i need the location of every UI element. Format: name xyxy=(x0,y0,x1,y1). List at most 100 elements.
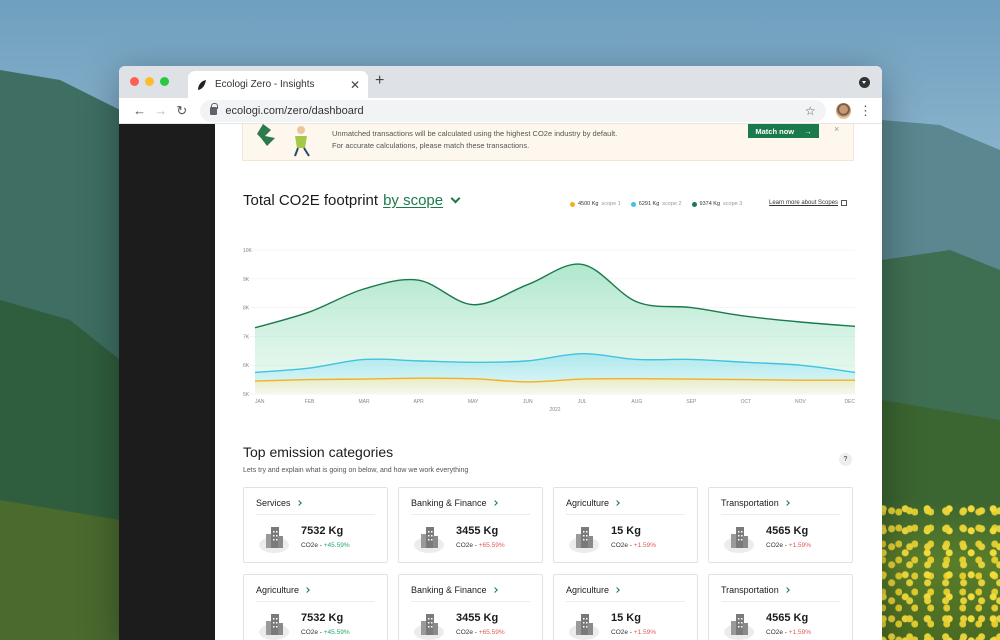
card-category-name: Services xyxy=(256,498,291,508)
ecologi-favicon-icon xyxy=(198,79,206,90)
card-title: Agriculture xyxy=(256,585,310,595)
card-meta: CO2e - +1.59% xyxy=(611,629,656,636)
card-value: 15 Kg xyxy=(611,612,641,624)
emission-cards-grid: Services 7532 Kg CO2e - +45.59% Banking … xyxy=(243,487,855,640)
card-meta: CO2e - +1.59% xyxy=(611,542,656,549)
back-button[interactable]: ← xyxy=(133,103,147,118)
co2e-label: CO2e xyxy=(766,542,783,549)
profile-avatar[interactable] xyxy=(835,102,852,119)
card-value: 7532 Kg xyxy=(301,612,344,624)
card-divider xyxy=(411,514,530,515)
card-value: 7532 Kg xyxy=(301,525,344,537)
co2e-label: CO2e xyxy=(301,542,318,549)
banner-line-1: Unmatched transactions will be calculate… xyxy=(332,129,618,138)
emission-category-card[interactable]: Transportation 4565 Kg CO2e - +1.59% xyxy=(708,487,853,563)
card-change: +45.59% xyxy=(323,542,350,549)
arrow-right-icon: → xyxy=(804,126,812,136)
learn-more-label: Learn more about Scopes xyxy=(769,200,839,206)
y-tick-label: 5K xyxy=(243,392,250,398)
emission-category-card[interactable]: Agriculture 15 Kg CO2e - +1.59% xyxy=(553,574,698,640)
x-tick-label: AUG xyxy=(631,399,642,405)
card-title: Agriculture xyxy=(566,498,620,508)
card-divider xyxy=(256,514,375,515)
emission-category-card[interactable]: Agriculture 15 Kg CO2e - +1.59% xyxy=(553,487,698,563)
emission-category-card[interactable]: Transportation 4565 Kg CO2e - +1.59% xyxy=(708,574,853,640)
sidebar xyxy=(119,124,215,640)
flowers-image xyxy=(870,500,1000,640)
co2e-label: CO2e xyxy=(611,629,628,636)
card-category-name: Agriculture xyxy=(566,585,610,595)
legend-item-scope-2: 6291 Kg scope 2 xyxy=(630,201,682,207)
reload-button[interactable]: ↻ xyxy=(176,102,188,118)
chevron-down-icon[interactable] xyxy=(450,193,461,204)
match-now-button[interactable]: Match now → xyxy=(748,124,819,138)
x-tick-label: JAN xyxy=(255,399,265,405)
co2e-label: CO2e xyxy=(611,542,628,549)
card-title: Agriculture xyxy=(566,585,620,595)
card-change: +65.59% xyxy=(478,629,505,636)
top-emission-subtitle: Lets try and explain what is going on be… xyxy=(243,467,469,474)
learn-more-link[interactable]: Learn more about Scopes xyxy=(769,200,848,206)
minimize-window-button[interactable] xyxy=(145,77,154,86)
emission-category-card[interactable]: Banking & Finance 3455 Kg CO2e - +65.59% xyxy=(398,574,543,640)
legend-value-scope-1: 4500 Kg xyxy=(578,201,599,207)
building-icon xyxy=(569,527,599,553)
emission-category-card[interactable]: Banking & Finance 3455 Kg CO2e - +65.59% xyxy=(398,487,543,563)
legend-dot-scope-3 xyxy=(691,201,697,207)
legend-value-scope-2: 6291 Kg xyxy=(638,201,660,207)
card-meta: CO2e - +45.59% xyxy=(301,542,350,549)
browser-menu-icon[interactable]: ⋮ xyxy=(859,102,873,118)
emission-category-card[interactable]: Services 7532 Kg CO2e - +45.59% xyxy=(243,487,388,563)
banner-close-icon[interactable]: × xyxy=(834,124,840,134)
tab-search-icon[interactable] xyxy=(859,77,870,88)
address-bar[interactable]: ecologi.com/zero/dashboard ☆ xyxy=(200,99,826,122)
card-divider xyxy=(566,601,685,602)
card-change: +1.59% xyxy=(633,629,656,636)
top-emission-title: Top emission categories xyxy=(243,444,394,460)
dashboard-page: Unmatched transactions will be calculate… xyxy=(215,124,882,640)
maximize-window-button[interactable] xyxy=(160,77,169,86)
card-title: Services xyxy=(256,498,302,508)
forward-button[interactable]: → xyxy=(154,103,168,118)
banner-message: Unmatched transactions will be calculate… xyxy=(332,128,617,152)
x-tick-label: DEC xyxy=(844,399,855,405)
page-viewport: Unmatched transactions will be calculate… xyxy=(119,124,882,640)
co2e-label: CO2e xyxy=(301,629,318,636)
building-icon xyxy=(724,527,754,553)
card-title: Banking & Finance xyxy=(411,498,498,508)
card-category-name: Agriculture xyxy=(256,585,300,595)
building-icon xyxy=(724,614,754,640)
card-meta: CO2e - +1.59% xyxy=(766,542,811,549)
card-divider xyxy=(256,601,375,602)
chart-legend: 4500 Kg scope 1 6291 Kg scope 2 9374 Kg … xyxy=(570,201,742,207)
chevron-right-icon xyxy=(491,500,498,506)
card-title: Transportation xyxy=(721,498,790,508)
emission-category-card[interactable]: Agriculture 7532 Kg CO2e - +45.59% xyxy=(243,574,388,640)
help-button[interactable]: ? xyxy=(839,453,852,466)
card-meta: CO2e - +1.59% xyxy=(766,629,811,636)
legend-label-scope-3: scope 3 xyxy=(723,201,743,207)
line-scope-1 xyxy=(254,377,856,383)
x-tick-label: JUN xyxy=(523,399,533,405)
scope-dropdown[interactable]: by scope xyxy=(383,192,444,209)
unmatched-transactions-banner: Unmatched transactions will be calculate… xyxy=(242,124,854,161)
line-scope-2 xyxy=(254,352,856,374)
card-category-name: Transportation xyxy=(721,498,779,508)
footprint-area-chart: 5K 6K 7K 8K 9K 10K JAN FEB MAR APR MAY JUN JUL AUG SE… xyxy=(243,248,856,412)
card-divider xyxy=(721,514,840,515)
y-tick-label: 6K xyxy=(243,363,250,369)
card-value: 3455 Kg xyxy=(456,612,499,624)
close-window-button[interactable] xyxy=(130,77,139,86)
card-value: 3455 Kg xyxy=(456,525,499,537)
legend-label-scope-1: scope 1 xyxy=(601,201,621,207)
card-divider xyxy=(721,601,840,602)
building-icon xyxy=(259,527,289,553)
bookmark-star-icon[interactable]: ☆ xyxy=(804,103,816,118)
card-change: +65.59% xyxy=(478,542,505,549)
card-change: +1.59% xyxy=(788,542,811,549)
new-tab-button[interactable]: + xyxy=(375,72,385,89)
tab-ecologi-insights[interactable]: Ecologi Zero - Insights ✕ xyxy=(188,71,368,98)
match-now-label: Match now xyxy=(755,126,795,136)
tab-close-icon[interactable]: ✕ xyxy=(349,77,360,92)
